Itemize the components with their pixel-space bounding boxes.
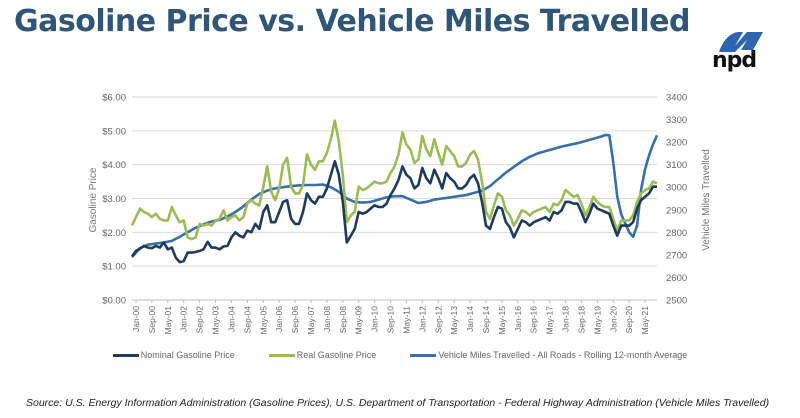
y-tick-label: $3.00 (102, 194, 126, 205)
y-axis-right-title: Vehicle Miles Travelled (701, 149, 712, 251)
x-tick-label: Sep-02 (195, 306, 205, 334)
legend: Nominal Gasoline Price Real Gasoline Pri… (0, 350, 800, 360)
y-tick-label: $1.00 (102, 262, 126, 273)
y2-tick-label: 3200 (666, 138, 687, 149)
x-tick-label: May-07 (306, 306, 316, 335)
y-axis-left: $0.00 $1.00 $2.00 $3.00 $4.00 $5.00 $6.00 (102, 93, 126, 307)
npd-logo-icon (719, 32, 763, 52)
x-tick-label: May-13 (449, 306, 459, 335)
y2-tick-label: 3300 (666, 115, 687, 126)
legend-item-vmt: Vehicle Miles Travelled - All Roads - Ro… (410, 350, 687, 360)
source-note: Source: U.S. Energy Information Administ… (26, 397, 770, 409)
x-tick-label: Sep-16 (529, 306, 539, 334)
x-tick-label: Sep-14 (481, 306, 491, 334)
x-tick-label: Jan-08 (322, 306, 332, 332)
y2-tick-label: 3400 (666, 93, 687, 104)
series-line-real (130, 119, 658, 241)
y-tick-label: $6.00 (102, 93, 126, 104)
y-tick-label: $4.00 (102, 160, 126, 171)
legend-item-real: Real Gasoline Price (268, 350, 377, 360)
y2-tick-label: 2800 (666, 228, 687, 239)
x-tick-label: Sep-08 (338, 306, 348, 334)
x-tick-label: Sep-20 (624, 306, 634, 334)
legend-item-nominal: Nominal Gasoline Price (112, 350, 235, 360)
x-tick-label: Jan-02 (179, 306, 189, 332)
series-line-nominal (130, 160, 657, 264)
legend-swatch-real (268, 353, 295, 357)
x-axis: Jan-00 Sep-00 May-01 Jan-02 Sep-02 May-03 Jan-… (131, 299, 657, 335)
legend-label-real: Real Gasoline Price (296, 350, 377, 360)
y-tick-label: $0.00 (102, 296, 126, 307)
series-line-vmt (131, 133, 659, 258)
x-tick-label: Jan-10 (370, 306, 380, 332)
y2-tick-label: 2900 (666, 205, 687, 216)
legend-label-vmt: Vehicle Miles Travelled - All Roads - Ro… (438, 350, 688, 360)
x-tick-label: May-01 (163, 306, 173, 335)
x-tick-label: Sep-06 (290, 306, 300, 334)
x-tick-label: Jan-00 (131, 306, 141, 332)
x-tick-label: Jan-18 (561, 306, 571, 332)
x-tick-label: May-15 (497, 306, 507, 335)
x-tick-label: May-05 (258, 306, 268, 335)
x-tick-label: May-21 (640, 306, 650, 335)
x-tick-label: Jan-16 (513, 306, 523, 332)
x-tick-label: Sep-04 (242, 306, 252, 334)
x-tick-label: Sep-10 (386, 306, 396, 334)
series (130, 119, 659, 264)
x-tick-label: Jan-04 (226, 306, 236, 332)
x-tick-label: Sep-12 (433, 306, 443, 334)
y-axis-left-title: Gasoline Price (88, 167, 99, 232)
x-tick-label: May-19 (592, 306, 602, 335)
legend-swatch-vmt (410, 353, 437, 357)
x-tick-label: Jan-14 (465, 306, 475, 332)
legend-swatch-nominal (112, 353, 139, 357)
page-title: Gasoline Price vs. Vehicle Miles Travell… (14, 4, 690, 39)
y2-tick-label: 3000 (666, 183, 687, 194)
x-tick-label: Sep-00 (147, 306, 157, 334)
y2-tick-label: 3100 (666, 160, 687, 171)
y2-tick-label: 2500 (666, 296, 687, 307)
x-tick-label: Jan-12 (417, 306, 427, 332)
y-tick-label: $2.00 (102, 228, 126, 239)
x-tick-label: Sep-18 (576, 306, 586, 334)
y2-tick-label: 2600 (666, 273, 687, 284)
y-axis-right: 2500 2600 2700 2800 2900 3000 3100 3200 3300 3400 (666, 93, 687, 307)
x-tick-label: May-09 (354, 306, 364, 335)
y2-tick-label: 2700 (666, 250, 687, 261)
x-tick-label: Jan-20 (608, 306, 618, 332)
legend-label-nominal: Nominal Gasoline Price (140, 350, 235, 360)
x-tick-label: Jan-06 (274, 306, 284, 332)
npd-logo-text: npd (712, 48, 757, 73)
x-tick-label: May-11 (401, 306, 411, 334)
y-tick-label: $5.00 (102, 126, 126, 137)
x-tick-label: May-03 (211, 306, 221, 335)
x-tick-label: May-17 (545, 306, 555, 335)
